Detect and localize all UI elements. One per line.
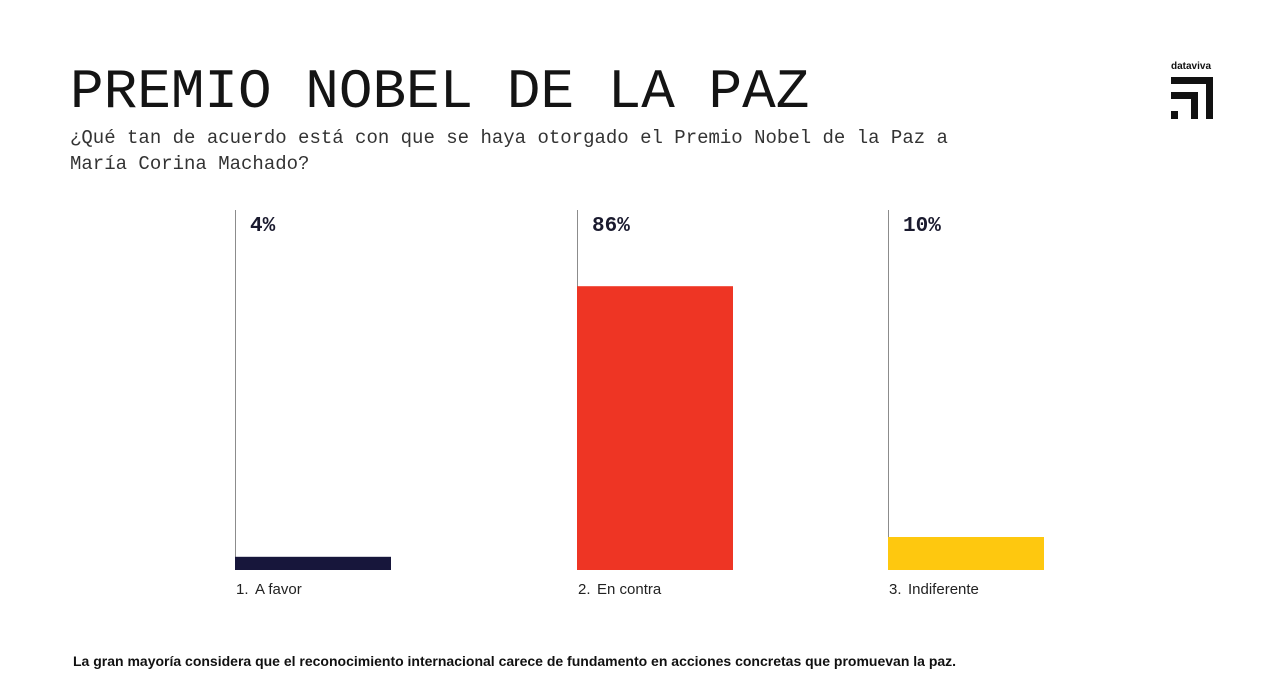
category-number: 3. — [889, 581, 902, 598]
bar-chart: 4% 1. A favor 86% 2. En contra 10% 3. Indiferent… — [235, 210, 1044, 598]
category-number: 1. — [236, 581, 249, 598]
brand-logo: dataviva — [1171, 61, 1215, 119]
chart-subtitle: ¿Qué tan de acuerdo está con que se haya… — [70, 127, 948, 175]
category-label: A favor — [255, 581, 302, 598]
value-label: 4% — [250, 215, 276, 238]
bar-group-indiferente: 10% 3. Indiferente — [888, 210, 1044, 598]
value-label: 86% — [592, 215, 630, 238]
bar-en-contra — [577, 286, 733, 570]
bar-group-en-contra: 86% 2. En contra — [577, 210, 733, 598]
footer-note: La gran mayoría considera que el reconoc… — [73, 653, 957, 669]
category-label: Indiferente — [908, 581, 979, 598]
value-label: 10% — [903, 215, 941, 238]
brand-name: dataviva — [1171, 61, 1212, 72]
bar-a-favor — [235, 556, 391, 570]
dataviva-logo-icon — [1171, 77, 1213, 119]
bar-indiferente — [888, 537, 1044, 570]
chart-title: PREMIO NOBEL DE LA PAZ — [70, 60, 810, 124]
category-label: En contra — [597, 581, 662, 598]
category-number: 2. — [578, 581, 591, 598]
bar-group-a-favor: 4% 1. A favor — [235, 210, 391, 598]
